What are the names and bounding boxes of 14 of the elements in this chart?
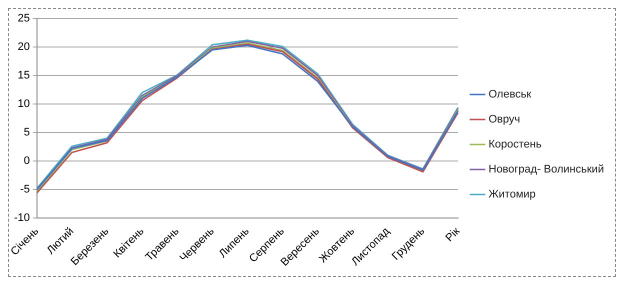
y-tick-label: 5 bbox=[24, 126, 30, 139]
legend-label: Новоград- Волинський bbox=[488, 164, 604, 176]
legend-label: Олевськ bbox=[488, 88, 532, 101]
y-tick-label: 10 bbox=[18, 98, 30, 110]
x-tick-label: Рік bbox=[443, 225, 462, 244]
y-tick-label: -5 bbox=[20, 183, 30, 196]
y-tick-label: -10 bbox=[14, 212, 30, 224]
y-tick-label: 0 bbox=[24, 155, 30, 168]
legend-label: Коростень bbox=[488, 138, 542, 151]
y-tick-label: 20 bbox=[18, 41, 30, 54]
y-tick-label: 25 bbox=[18, 12, 30, 25]
legend-label: Житомир bbox=[488, 188, 536, 201]
y-tick-label: 15 bbox=[18, 70, 30, 82]
legend-label: Овруч bbox=[488, 114, 520, 126]
